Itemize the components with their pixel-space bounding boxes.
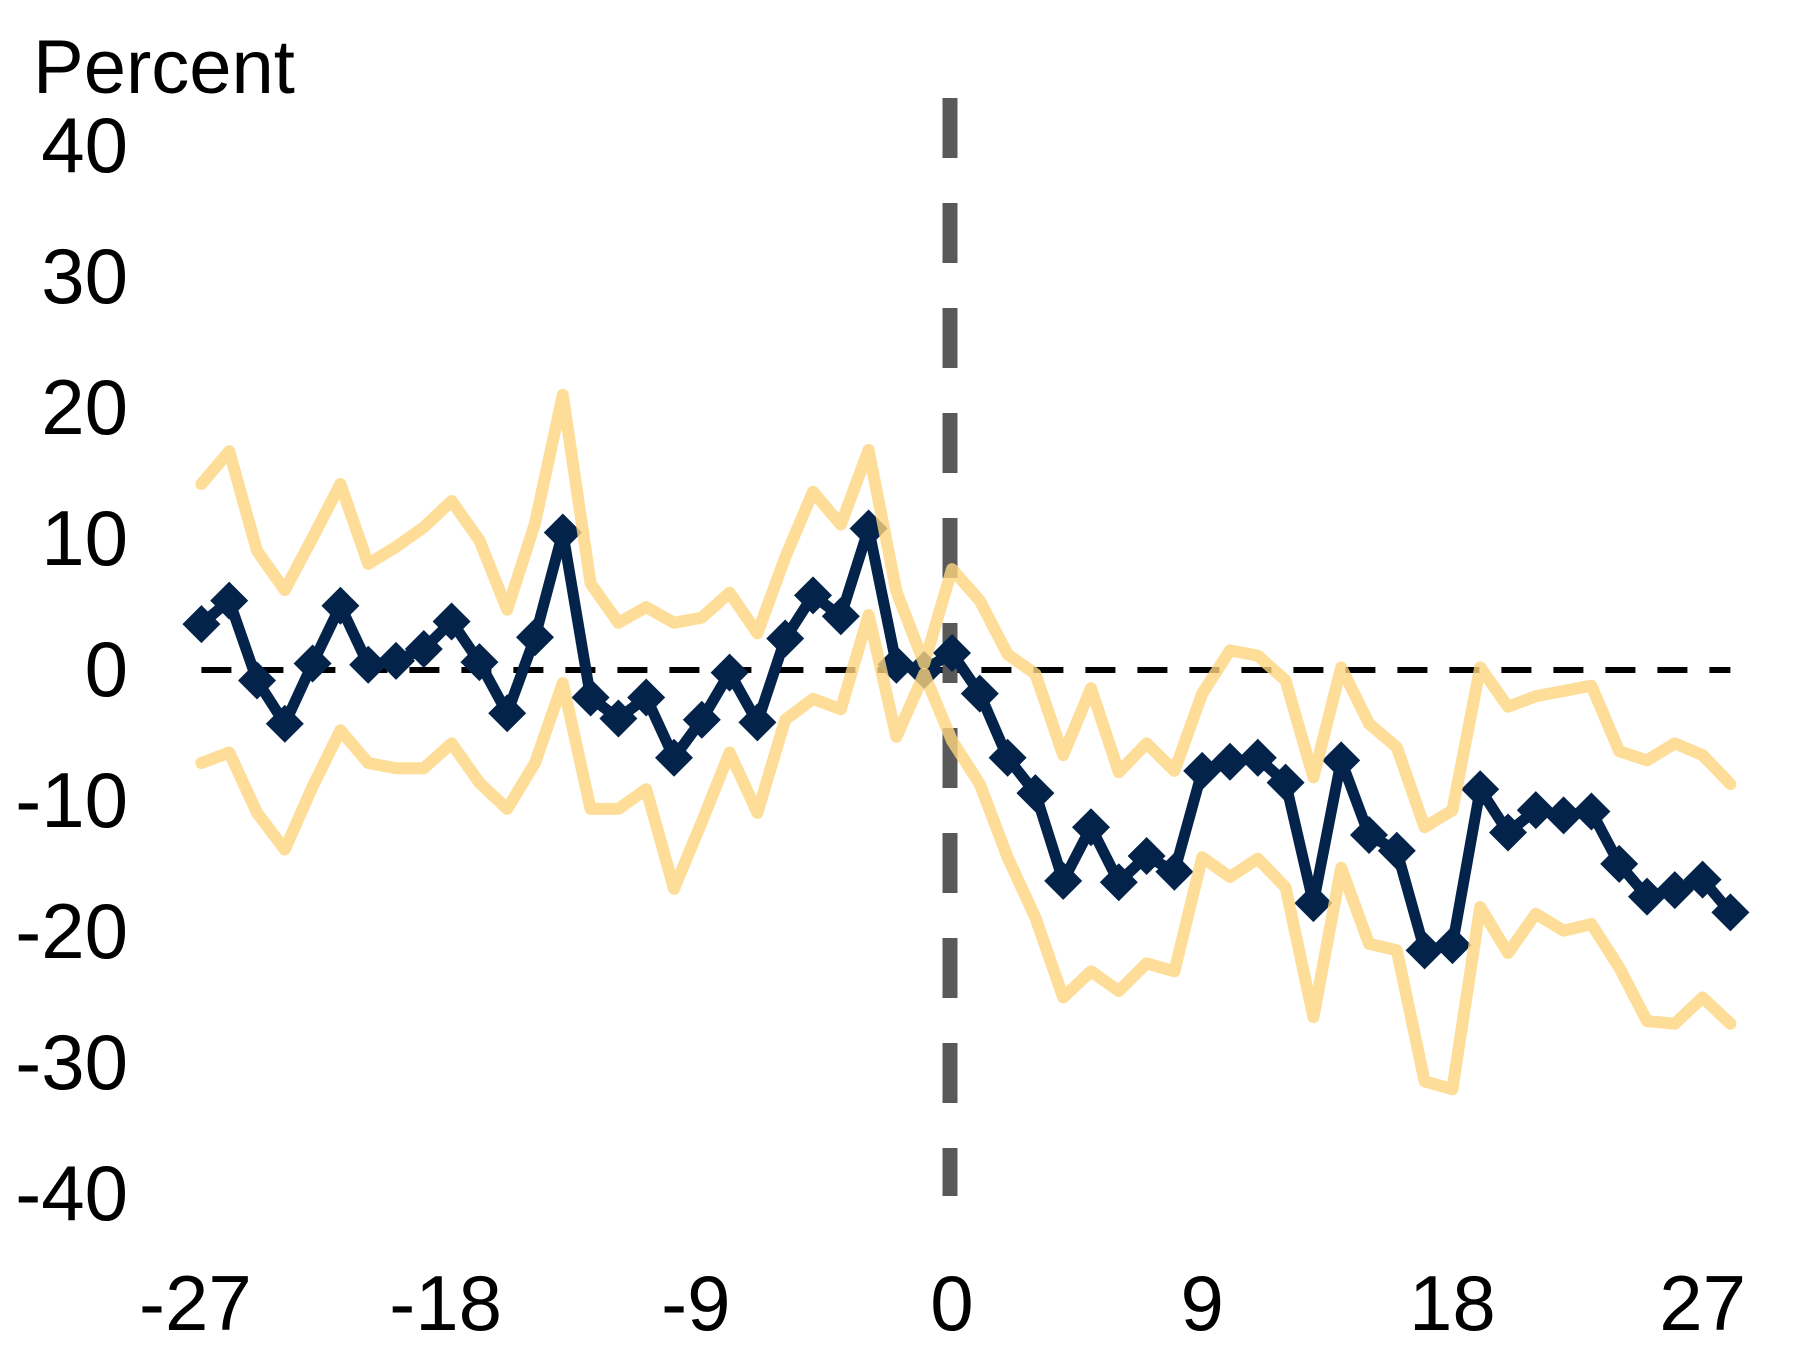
estimate-marker xyxy=(377,641,415,680)
estimate-marker xyxy=(1294,884,1333,923)
estimate-marker xyxy=(1489,813,1527,852)
y-tick-label: 40 xyxy=(41,101,128,189)
x-tick-label: -9 xyxy=(661,1259,730,1346)
estimate-marker xyxy=(933,633,971,672)
estimate-marker xyxy=(1238,738,1277,777)
estimate-marker xyxy=(1127,837,1166,876)
estimate-marker xyxy=(1322,741,1361,780)
estimate-marker xyxy=(349,645,388,684)
x-tick-label: -27 xyxy=(139,1259,252,1346)
estimate-marker xyxy=(238,661,276,700)
y-tick-label: 20 xyxy=(41,363,128,451)
estimate-marker xyxy=(1544,796,1583,835)
estimate-marker xyxy=(1461,770,1500,809)
estimate-marker xyxy=(1572,792,1611,831)
x-tick-labels: -27 -18 -9 0 9 18 27 xyxy=(139,1259,1746,1346)
y-tick-label: 30 xyxy=(41,232,128,320)
estimate-marker xyxy=(599,699,638,738)
y-tick-label: -40 xyxy=(15,1149,128,1237)
estimate-marker xyxy=(682,700,721,739)
estimate-marker xyxy=(1516,791,1555,830)
x-tick-label: 27 xyxy=(1659,1259,1746,1346)
estimate-marker xyxy=(821,597,860,636)
estimate-marker xyxy=(627,678,666,717)
estimate-marker xyxy=(210,581,249,620)
x-tick-label: 9 xyxy=(1181,1259,1224,1346)
estimate-marker xyxy=(1044,861,1083,900)
estimate-marker xyxy=(571,678,610,717)
y-tick-label: -30 xyxy=(15,1018,128,1106)
estimate-marker xyxy=(1266,763,1305,802)
y-tick-label: 10 xyxy=(41,494,128,582)
y-tick-label: 0 xyxy=(85,625,128,713)
y-axis-unit-label: Percent xyxy=(33,25,295,110)
x-tick-label: 18 xyxy=(1409,1259,1496,1346)
estimate-marker xyxy=(488,694,527,733)
estimate-marker xyxy=(1433,926,1472,965)
y-tick-label: -20 xyxy=(15,887,128,975)
estimate-marker xyxy=(404,630,443,669)
estimate-marker xyxy=(182,605,221,644)
upper-bound-line xyxy=(195,388,1737,834)
estimate-marker xyxy=(293,644,332,683)
y-tick-labels: 40 30 20 10 0 -10 -20 -30 -40 xyxy=(15,101,128,1237)
estimate-marker xyxy=(1211,742,1249,781)
estimate-marker xyxy=(988,738,1027,777)
estimate-marker xyxy=(1711,893,1750,932)
estimate-marker xyxy=(655,738,693,777)
confidence-band-series xyxy=(195,388,1737,1096)
x-tick-label: 0 xyxy=(930,1259,973,1346)
estimate-marker xyxy=(321,586,360,625)
estimate-marker xyxy=(794,576,832,615)
estimate-marker xyxy=(265,704,304,743)
x-tick-label: -18 xyxy=(389,1259,502,1346)
estimate-marker xyxy=(738,703,777,742)
estimate-marker xyxy=(432,602,471,641)
estimate-marker xyxy=(1683,860,1722,899)
estimate-marker xyxy=(1628,877,1666,916)
estimate-marker xyxy=(1350,816,1388,855)
estimate-marker xyxy=(1155,852,1194,891)
estimate-marker xyxy=(1405,931,1444,970)
estimate-series xyxy=(182,509,1750,970)
estimate-marker xyxy=(1099,863,1138,902)
estimate-marker xyxy=(1655,871,1694,910)
estimate-marker xyxy=(766,619,805,658)
estimate-marker xyxy=(516,618,554,657)
estimate-marker xyxy=(460,643,499,682)
estimate-marker xyxy=(1600,844,1639,883)
estimate-marker xyxy=(543,513,582,552)
estimate-marker xyxy=(1377,831,1416,870)
estimate-marker xyxy=(710,653,749,692)
lower-bound-line xyxy=(195,609,1737,1096)
estimate-marker xyxy=(1072,808,1110,847)
estimate-marker xyxy=(1016,774,1055,813)
estimate-marker xyxy=(960,674,999,713)
y-tick-label: -10 xyxy=(15,756,128,844)
